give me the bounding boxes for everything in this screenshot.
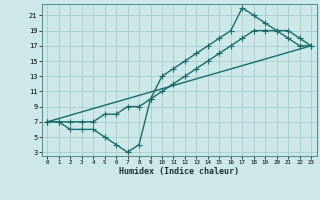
X-axis label: Humidex (Indice chaleur): Humidex (Indice chaleur) bbox=[119, 167, 239, 176]
